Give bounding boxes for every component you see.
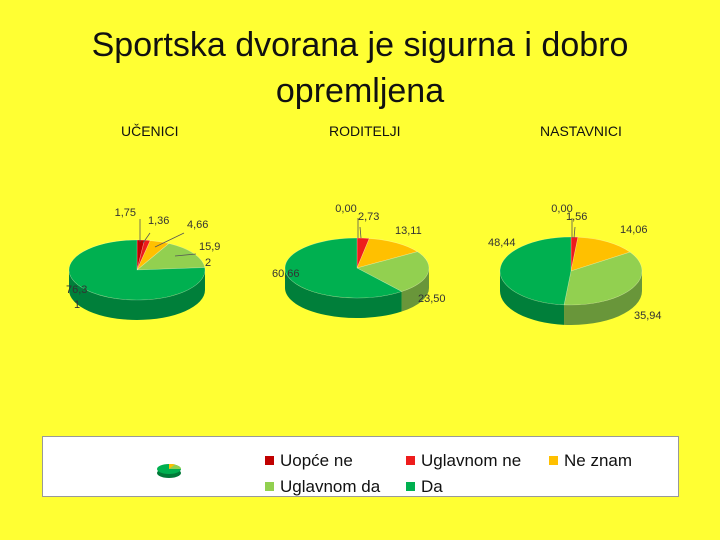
- data-label-uopce_ne: 0,00: [551, 203, 572, 215]
- leader-line: [174, 253, 197, 257]
- data-label-uglavnom_da: 35,94: [634, 310, 662, 322]
- legend-item-da: Da: [406, 477, 443, 497]
- pie-slice-ne_znam: [570, 236, 631, 272]
- pie-slice-uopce_ne: [136, 239, 145, 271]
- chart-title-nastavnici: NASTAVNICI: [540, 123, 622, 139]
- legend-swatch: [406, 456, 415, 465]
- title-line-2: opremljena: [275, 72, 445, 110]
- leader-line: [154, 232, 185, 248]
- legend-item-ne-znam: Ne znam: [549, 451, 632, 471]
- pie-side-da: [285, 268, 402, 319]
- data-label-da: 76,3: [66, 284, 87, 296]
- data-label-uglavnom_ne: 2,73: [358, 211, 379, 223]
- legend: Uopće ne Uglavnom ne Ne znam Uglavnom da…: [42, 436, 679, 497]
- pie-chart-2: 0,001,56 14,06 35,94 48,44: [488, 203, 662, 325]
- pie-slice-uglavnom_ne: [136, 239, 151, 271]
- pie-slice-da: [499, 236, 572, 306]
- data-label-uglavnom_da: 15,9: [199, 241, 220, 253]
- pie-side-uglavnom_da: [564, 271, 642, 325]
- legend-label: Uopće ne: [280, 451, 353, 470]
- data-label-uglavnom_ne: 1,36: [148, 215, 169, 227]
- data-label-da-cont: 1: [74, 299, 80, 311]
- pie-slice-uglavnom_ne: [356, 237, 370, 269]
- pie-slice-uglavnom_da: [356, 251, 430, 292]
- pie-slice-ne_znam: [356, 238, 419, 269]
- legend-swatch: [265, 456, 274, 465]
- legend-item-uglavnom-ne: Uglavnom ne: [406, 451, 521, 471]
- legend-pie-icon: [157, 463, 181, 478]
- data-label-uglavnom_da-cont: 2: [205, 257, 211, 269]
- data-label-uglavnom_ne: 1,56: [566, 211, 587, 223]
- data-label-uopce_ne: 1,75: [115, 207, 136, 219]
- legend-swatch: [406, 482, 415, 491]
- page-title: Sportska dvorana je sigurna i dobro opre…: [0, 22, 720, 114]
- pie-chart-0: 1,75 1,36 4,66 15,9 2 76,3 1: [66, 207, 220, 320]
- pie-side-da: [69, 270, 205, 320]
- data-label-ne_znam: 4,66: [187, 219, 208, 231]
- legend-label: Da: [421, 477, 443, 496]
- leader-line: [142, 232, 151, 244]
- pie-slice-da: [284, 237, 403, 299]
- leader-line: [573, 226, 576, 239]
- pie-side-uglavnom_da: [401, 268, 429, 312]
- legend-label: Uglavnom da: [280, 477, 381, 496]
- data-label-ne_znam: 14,06: [620, 224, 648, 236]
- data-label-da: 48,44: [488, 237, 516, 249]
- data-label-uglavnom_da: 23,50: [418, 293, 446, 305]
- chart-title-ucenici: UČENICI: [121, 123, 179, 139]
- title-line-1: Sportska dvorana je sigurna i dobro: [91, 26, 629, 64]
- chart-title-roditelji: RODITELJI: [329, 123, 401, 139]
- legend-swatch: [265, 482, 274, 491]
- pie-chart-1: 0,002,73 13,11 23,50 60,66: [272, 203, 446, 319]
- legend-item-uglavnom-da: Uglavnom da: [265, 477, 380, 497]
- data-label-da: 60,66: [272, 268, 300, 280]
- pie-slice-ne_znam: [136, 240, 170, 271]
- legend-swatch: [549, 456, 558, 465]
- legend-label: Ne znam: [564, 451, 633, 470]
- pie-slice-uglavnom_da: [563, 251, 643, 306]
- leader-line: [359, 226, 362, 239]
- data-label-ne_znam: 13,11: [395, 225, 422, 237]
- data-label-uopce_ne: 0,00: [335, 203, 356, 215]
- pie-side-da: [500, 271, 565, 325]
- pie-slice-uglavnom_da: [136, 243, 206, 271]
- pie-slice-da: [68, 239, 206, 301]
- legend-label: Uglavnom ne: [421, 451, 522, 470]
- legend-item-uopce-ne: Uopće ne: [265, 451, 353, 471]
